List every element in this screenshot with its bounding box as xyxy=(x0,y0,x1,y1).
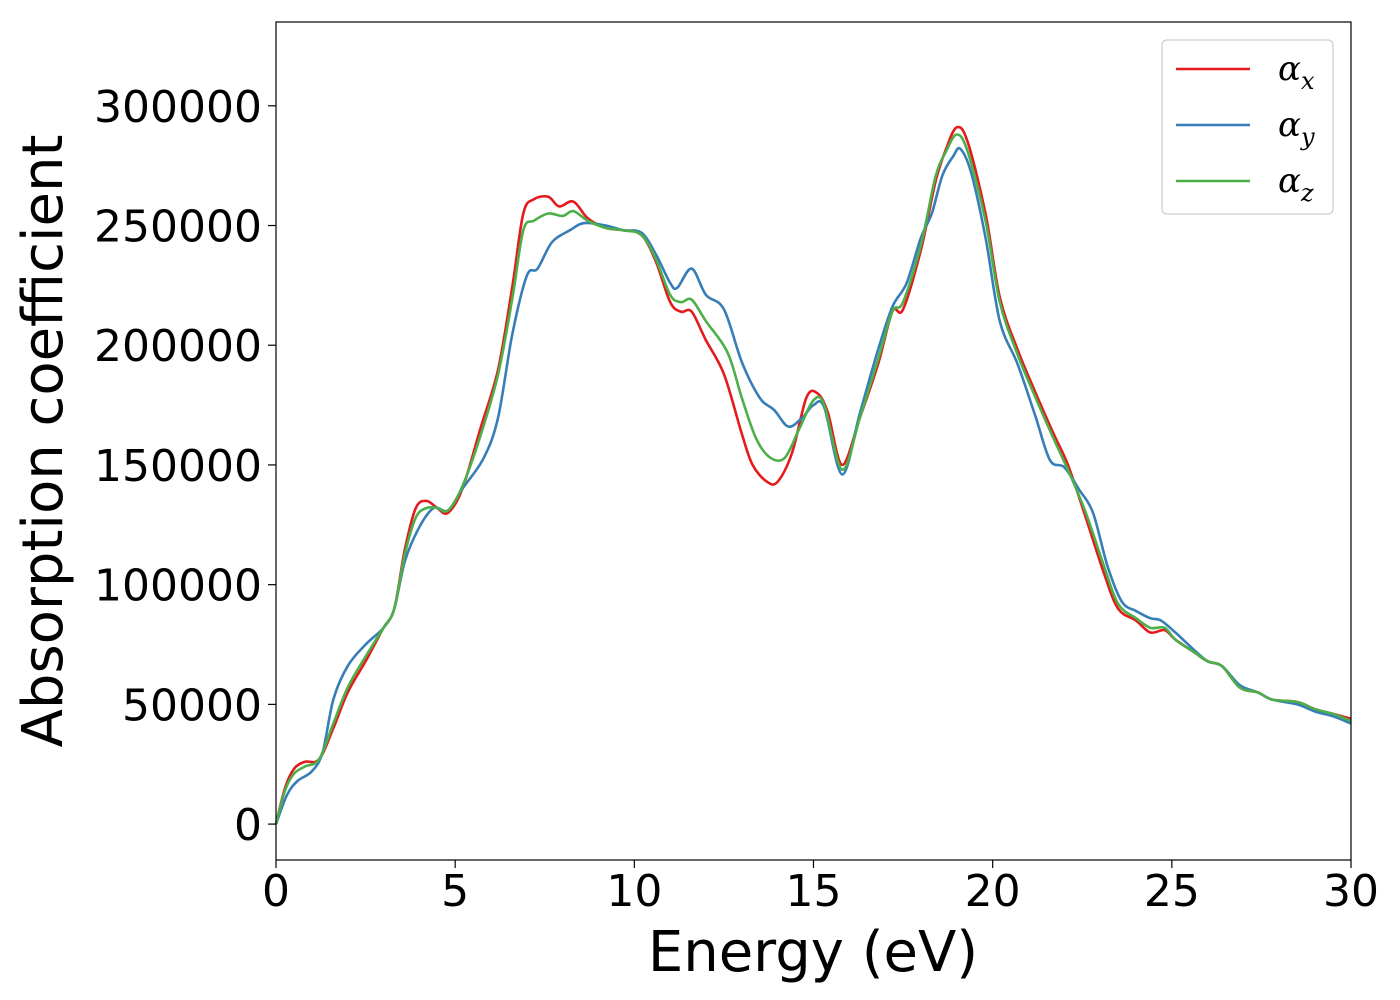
legend: αx αy αz xyxy=(1161,39,1334,215)
series-line-z xyxy=(274,133,1352,825)
y-tick-label: 200000 xyxy=(94,321,262,372)
y-tick-label: 150000 xyxy=(94,441,262,492)
x-tick-label: 10 xyxy=(606,866,662,917)
x-tick-label: 5 xyxy=(441,866,469,917)
y-tick-label: 50000 xyxy=(122,680,262,731)
y-tick-label: 0 xyxy=(234,800,262,851)
y-axis-label: Absorption coefficient xyxy=(11,135,76,748)
x-tick-label: 15 xyxy=(786,866,842,917)
x-tick-label: 20 xyxy=(965,866,1021,917)
x-axis: 0 5 10 15 20 25 30 xyxy=(262,860,1379,917)
x-axis-label: Energy (eV) xyxy=(648,920,978,985)
y-axis: 0 50000 100000 150000 200000 250000 300000 xyxy=(94,82,276,851)
legend-box xyxy=(1161,39,1334,215)
series-layer xyxy=(274,125,1352,825)
x-tick-label: 0 xyxy=(262,866,290,917)
series-line-x xyxy=(274,125,1352,825)
legend-label-x: αx xyxy=(1278,49,1315,95)
y-tick-label: 300000 xyxy=(94,82,262,133)
y-tick-label: 250000 xyxy=(94,202,262,253)
x-tick-label: 30 xyxy=(1323,866,1379,917)
legend-label-z: αz xyxy=(1278,161,1314,207)
y-tick-label: 100000 xyxy=(94,561,262,612)
legend-label-y: αy xyxy=(1278,105,1315,151)
x-tick-label: 25 xyxy=(1144,866,1200,917)
